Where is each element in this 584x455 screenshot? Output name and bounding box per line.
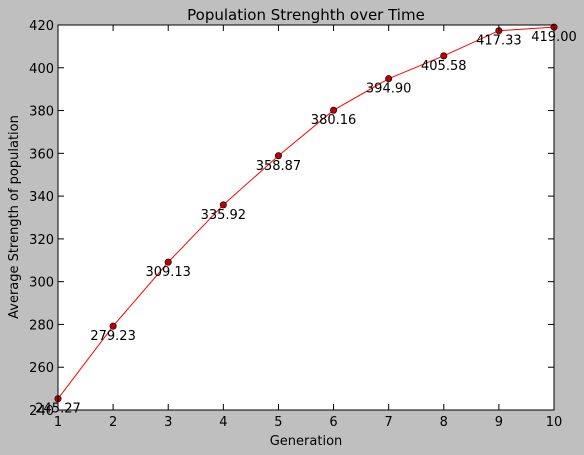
data-label-4: 335.92 bbox=[201, 208, 247, 223]
x-tick-label-6: 6 bbox=[329, 415, 337, 430]
x-tick-label-4: 4 bbox=[219, 415, 227, 430]
y-tick-label-340: 340 bbox=[29, 190, 54, 205]
x-axis-label: Generation bbox=[270, 434, 343, 449]
y-tick-label-360: 360 bbox=[29, 147, 54, 162]
tick-layer: 1 2 3 4 5 6 7 8 9 10 240 260 280 300 320 340 360 380 400 42… bbox=[29, 19, 562, 430]
data-label-9: 417.33 bbox=[476, 34, 522, 49]
y-tick-label-320: 320 bbox=[29, 233, 54, 248]
x-tick-label-5: 5 bbox=[274, 415, 282, 430]
x-tick-label-9: 9 bbox=[495, 415, 503, 430]
y-tick-label-280: 280 bbox=[29, 318, 54, 333]
y-tick-label-240: 240 bbox=[29, 404, 54, 419]
x-tick-label-7: 7 bbox=[385, 415, 393, 430]
data-point-8 bbox=[440, 52, 448, 60]
data-label-8: 405.58 bbox=[421, 59, 467, 74]
data-label-2: 279.23 bbox=[90, 329, 136, 344]
data-point-3 bbox=[164, 258, 172, 266]
x-tick-label-3: 3 bbox=[164, 415, 172, 430]
x-tick-label-8: 8 bbox=[440, 415, 448, 430]
y-tick-label-400: 400 bbox=[29, 62, 54, 77]
chart-title: Population Strenghth over Time bbox=[187, 6, 425, 24]
y-tick-label-380: 380 bbox=[29, 105, 54, 120]
data-point-4 bbox=[219, 201, 227, 209]
data-point-2 bbox=[109, 322, 117, 330]
x-tick-label-2: 2 bbox=[109, 415, 117, 430]
series-layer: 245.27279.23309.13335.92358.87380.16394.… bbox=[35, 23, 577, 417]
data-point-6 bbox=[330, 106, 338, 114]
x-tick-label-10: 10 bbox=[546, 415, 563, 430]
data-label-6: 380.16 bbox=[311, 113, 357, 128]
data-label-3: 309.13 bbox=[145, 265, 191, 280]
data-point-5 bbox=[274, 152, 282, 160]
plot-area bbox=[58, 25, 554, 410]
x-tick-label-1: 1 bbox=[54, 415, 62, 430]
y-tick-label-300: 300 bbox=[29, 276, 54, 291]
plot-frame bbox=[57, 24, 555, 411]
y-tick-label-260: 260 bbox=[29, 361, 54, 376]
data-point-7 bbox=[385, 75, 393, 83]
series-line bbox=[57, 26, 555, 400]
data-label-7: 394.90 bbox=[366, 82, 412, 97]
y-axis-label: Average Strength of population bbox=[7, 115, 22, 319]
y-tick-label-420: 420 bbox=[29, 19, 54, 34]
data-label-5: 358.87 bbox=[256, 159, 302, 174]
